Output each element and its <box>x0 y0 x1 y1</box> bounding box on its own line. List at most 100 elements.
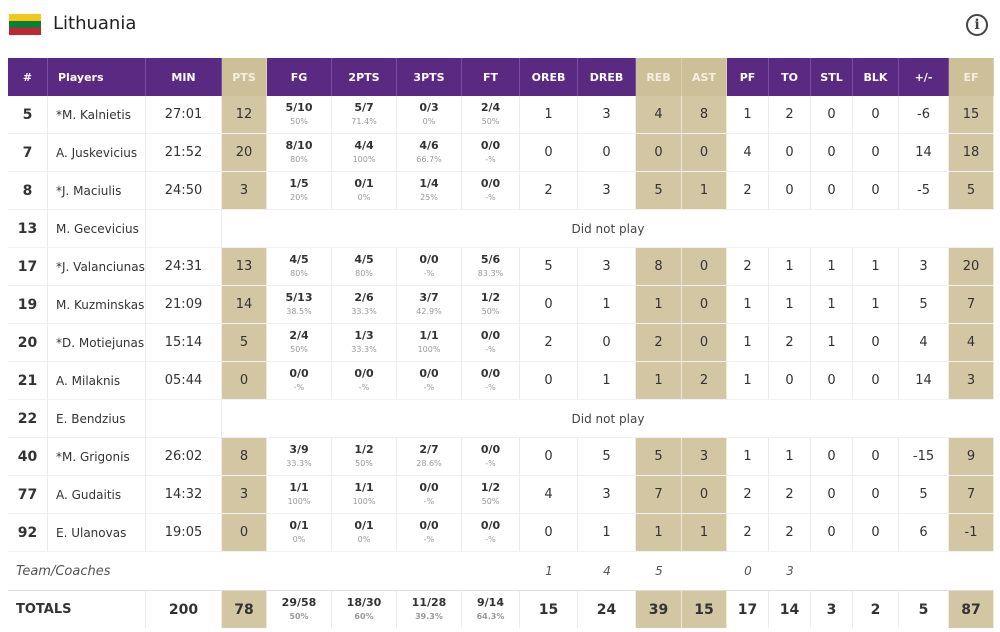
player-name[interactable]: E. Bendzius <box>48 400 146 438</box>
fg-cell-made-attempted: 5/10 <box>285 100 313 114</box>
player-number: 22 <box>8 400 48 438</box>
pf-cell: 1 <box>727 286 769 324</box>
stl-cell: 0 <box>811 134 853 172</box>
player-name[interactable]: A. Milaknis <box>48 362 146 400</box>
column-header-ft[interactable]: FT <box>462 58 520 96</box>
fg-cell: 5/13 38.5% <box>267 286 332 324</box>
column-header-pts[interactable]: PTS <box>222 58 267 96</box>
player-name[interactable]: M. Kuzminskas <box>48 286 146 324</box>
reb-cell: 4 <box>636 96 682 134</box>
plus-minus-cell: 3 <box>899 248 949 286</box>
two-pts-cell-made-attempted: 2/6 <box>354 290 374 304</box>
two-pts-cell-made-attempted: 1/1 <box>354 480 374 494</box>
three-pts-cell-made-attempted: 1/4 <box>419 176 439 190</box>
column-header-reb[interactable]: REB <box>636 58 682 96</box>
three-pts-cell: 3/7 42.9% <box>397 286 462 324</box>
column-header-players[interactable]: Players <box>48 58 146 96</box>
three-pts-cell-made-attempted: 3/7 <box>419 290 439 304</box>
column-header-plus-minus[interactable]: +/- <box>899 58 949 96</box>
fg-cell-made-attempted: 29/58 <box>281 595 317 609</box>
reb-cell: 7 <box>636 476 682 514</box>
column-header-oreb[interactable]: OREB <box>520 58 578 96</box>
fg-cell-made-attempted: 0/1 <box>289 518 309 532</box>
team-header: Lithuania i <box>0 0 1000 52</box>
empty-cell <box>397 552 462 590</box>
minutes-cell <box>146 210 222 248</box>
player-name[interactable]: *M. Grigonis <box>48 438 146 476</box>
column-header-number[interactable]: # <box>8 58 48 96</box>
oreb-cell: 1 <box>520 96 578 134</box>
player-row: 22 E. Bendzius Did not play <box>8 400 994 438</box>
two-pts-cell-percent: 80% <box>355 268 373 278</box>
blk-cell: 0 <box>853 134 899 172</box>
oreb-cell: 2 <box>520 172 578 210</box>
column-header-fg[interactable]: FG <box>267 58 332 96</box>
pf-cell: 1 <box>727 96 769 134</box>
dreb-cell: 3 <box>578 96 636 134</box>
player-row: 13 M. Gecevicius Did not play <box>8 210 994 248</box>
three-pts-cell-percent: 0% <box>422 116 436 126</box>
ft-cell: 2/4 50% <box>462 96 520 134</box>
player-name[interactable]: A. Gudaitis <box>48 476 146 514</box>
three-pts-cell-percent: -% <box>423 382 435 392</box>
column-header-ef[interactable]: EF <box>949 58 994 96</box>
three-pts-cell: 1/4 25% <box>397 172 462 210</box>
ft-cell-percent: -% <box>485 382 496 392</box>
column-header-blk[interactable]: BLK <box>853 58 899 96</box>
player-number: 40 <box>8 438 48 476</box>
fg-cell-percent: 100% <box>287 496 311 506</box>
two-pts-cell-made-attempted: 4/4 <box>354 138 374 152</box>
ft-cell-percent: -% <box>485 154 496 164</box>
ft-cell-percent: -% <box>485 192 496 202</box>
player-name[interactable]: *J. Valanciunas <box>48 248 146 286</box>
ft-cell-percent: 64.3% <box>476 611 505 621</box>
ast-cell: 0 <box>682 134 727 172</box>
info-icon[interactable]: i <box>966 14 988 36</box>
player-name[interactable]: *D. Motiejunas <box>48 324 146 362</box>
dreb-cell: 3 <box>578 476 636 514</box>
two-pts-cell: 0/1 0% <box>332 172 397 210</box>
plus-minus-cell: 5 <box>899 476 949 514</box>
fg-cell: 2/4 50% <box>267 324 332 362</box>
to-cell: 1 <box>769 286 811 324</box>
column-header-stl[interactable]: STL <box>811 58 853 96</box>
player-name[interactable]: E. Ulanovas <box>48 514 146 552</box>
column-header-to[interactable]: TO <box>769 58 811 96</box>
three-pts-cell-made-attempted: 0/0 <box>419 480 439 494</box>
player-row: 21 A. Milaknis 05:44 0 0/0 -% 0/0 -% 0/0 -% 0/0 -% 0… <box>8 362 994 400</box>
two-pts-cell: 4/4 100% <box>332 134 397 172</box>
column-header-dreb[interactable]: DREB <box>578 58 636 96</box>
reb-cell: 1 <box>636 362 682 400</box>
blk-cell: 2 <box>853 590 899 628</box>
player-name[interactable]: A. Juskevicius <box>48 134 146 172</box>
oreb-cell: 5 <box>520 248 578 286</box>
column-header-pf[interactable]: PF <box>727 58 769 96</box>
three-pts-cell-made-attempted: 0/3 <box>419 100 439 114</box>
dreb-cell: 1 <box>578 286 636 324</box>
column-header-ast[interactable]: AST <box>682 58 727 96</box>
blk-cell: 1 <box>853 248 899 286</box>
column-header-2pts[interactable]: 2PTS <box>332 58 397 96</box>
efficiency-cell: 4 <box>949 324 994 362</box>
player-number: 7 <box>8 134 48 172</box>
two-pts-cell: 0/0 -% <box>332 362 397 400</box>
reb-cell: 1 <box>636 286 682 324</box>
totals-row: TOTALS 200 78 29/58 50% 18/30 60% 11/28 39.3% 9/1… <box>8 590 994 628</box>
fg-cell: 1/1 100% <box>267 476 332 514</box>
empty-cell <box>899 552 949 590</box>
three-pts-cell-percent: -% <box>423 268 435 278</box>
oreb-cell: 0 <box>520 286 578 324</box>
player-name[interactable]: *M. Kalnietis <box>48 96 146 134</box>
three-pts-cell: 11/28 39.3% <box>397 590 462 628</box>
player-row: 20 *D. Motiejunas 15:14 5 2/4 50% 1/3 33.3% 1/1 1… <box>8 324 994 362</box>
pf-cell: 1 <box>727 438 769 476</box>
reb-cell: 2 <box>636 324 682 362</box>
player-name[interactable]: *J. Maciulis <box>48 172 146 210</box>
plus-minus-cell: 4 <box>899 324 949 362</box>
dreb-cell: 5 <box>578 438 636 476</box>
column-header-3pts[interactable]: 3PTS <box>397 58 462 96</box>
column-header-min[interactable]: MIN <box>146 58 222 96</box>
dreb-cell: 24 <box>578 590 636 628</box>
dreb-cell: 3 <box>578 172 636 210</box>
player-name[interactable]: M. Gecevicius <box>48 210 146 248</box>
